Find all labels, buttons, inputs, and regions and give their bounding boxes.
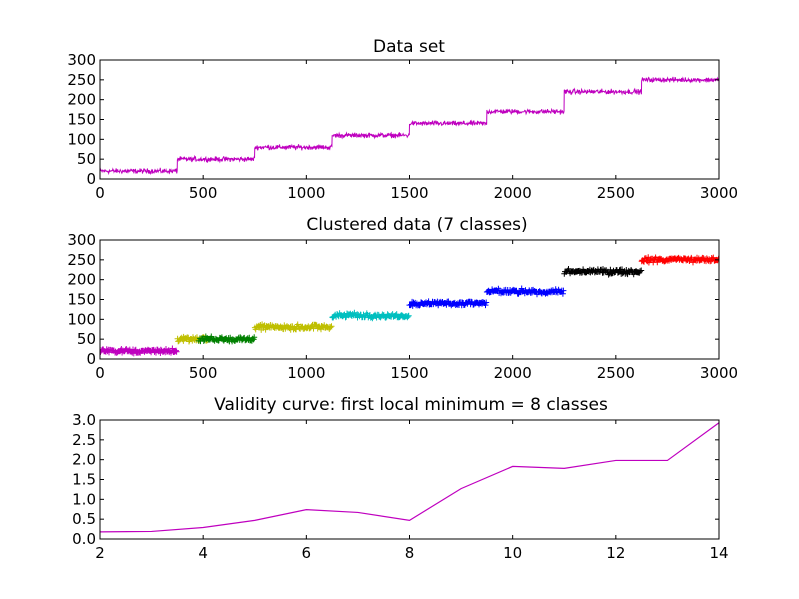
y-axis: 0.0 0.5 1.01.5 2.0 2.5 3.0 [72, 411, 719, 548]
x-tick-label: 2000 [494, 184, 532, 202]
y-tick-label: 0.0 [72, 530, 96, 548]
x-tick-label: 12 [606, 544, 625, 562]
x-tick-label: 2500 [597, 184, 635, 202]
plot-area [100, 76, 719, 176]
y-tick-label: 300 [67, 231, 96, 249]
y-tick-label: 100 [67, 130, 96, 148]
x-tick-label: 10 [503, 544, 522, 562]
cluster-markers [329, 309, 412, 322]
cluster-markers [483, 285, 567, 298]
x-axis: 0 500 1000 1500 2000 2500 3000 [95, 60, 738, 202]
x-tick-label: 2 [95, 544, 105, 562]
cluster-markers [638, 254, 719, 266]
series-line [100, 422, 719, 533]
y-tick-label: 100 [67, 310, 96, 328]
cluster-markers [561, 266, 645, 278]
plus-markers [406, 298, 490, 309]
x-axis: 2 4 6 8 10 12 14 [95, 420, 729, 562]
x-tick-label: 1500 [390, 364, 428, 382]
y-tick-label: 2.5 [72, 431, 96, 449]
x-tick-label: 3000 [700, 184, 738, 202]
x-tick-label: 4 [198, 544, 208, 562]
plus-markers [195, 333, 258, 345]
y-tick-label: 300 [67, 51, 96, 69]
y-tick-label: 250 [67, 251, 96, 269]
chart-title: Validity curve: first local minimum = 8 … [214, 395, 608, 415]
chart-validity-curve: Validity curve: first local minimum = 8 … [72, 395, 728, 562]
x-tick-label: 1000 [287, 364, 325, 382]
x-tick-label: 1000 [287, 184, 325, 202]
plus-markers [251, 321, 335, 333]
y-tick-label: 1.5 [72, 471, 96, 489]
x-tick-label: 500 [189, 364, 218, 382]
x-tick-label: 2500 [597, 364, 635, 382]
y-tick-label: 50 [77, 330, 96, 348]
x-tick-label: 0 [95, 364, 105, 382]
y-tick-label: 1.0 [72, 490, 96, 508]
cluster-markers [195, 333, 258, 345]
plot-area [100, 422, 719, 533]
x-tick-label: 8 [405, 544, 415, 562]
plus-markers [561, 266, 645, 278]
y-tick-label: 0 [86, 350, 96, 368]
x-tick-label: 500 [189, 184, 218, 202]
x-tick-label: 1500 [390, 184, 428, 202]
plus-markers [638, 254, 719, 266]
y-tick-label: 200 [67, 271, 96, 289]
cluster-markers [406, 298, 490, 309]
y-tick-label: 3.0 [72, 411, 96, 429]
series-line [100, 76, 719, 176]
y-tick-label: 2.0 [72, 451, 96, 469]
plus-markers [329, 309, 412, 322]
y-tick-label: 150 [67, 111, 96, 129]
x-tick-label: 2000 [494, 364, 532, 382]
y-tick-label: 250 [67, 71, 96, 89]
x-axis: 0 500 1000 1500 2000 2500 3000 [95, 240, 738, 382]
x-tick-label: 3000 [700, 364, 738, 382]
x-tick-label: 14 [709, 544, 728, 562]
y-tick-label: 50 [77, 150, 96, 168]
plot-area [100, 254, 719, 357]
y-tick-label: 0 [86, 170, 96, 188]
x-tick-label: 0 [95, 184, 105, 202]
chart-title: Clustered data (7 classes) [306, 215, 527, 235]
chart-title: Data set [373, 37, 445, 57]
x-tick-label: 6 [302, 544, 312, 562]
cluster-markers [251, 321, 335, 333]
plus-markers [483, 285, 567, 298]
y-tick-label: 150 [67, 291, 96, 309]
chart-data-set: Data set 0 500 1000 1500 2000 2500 3000 0 50 100… [67, 37, 738, 202]
chart-clustered-data: Clustered data (7 classes) 0 500 1000 1500 2… [67, 215, 738, 382]
y-tick-label: 200 [67, 91, 96, 109]
y-tick-label: 0.5 [72, 510, 96, 528]
